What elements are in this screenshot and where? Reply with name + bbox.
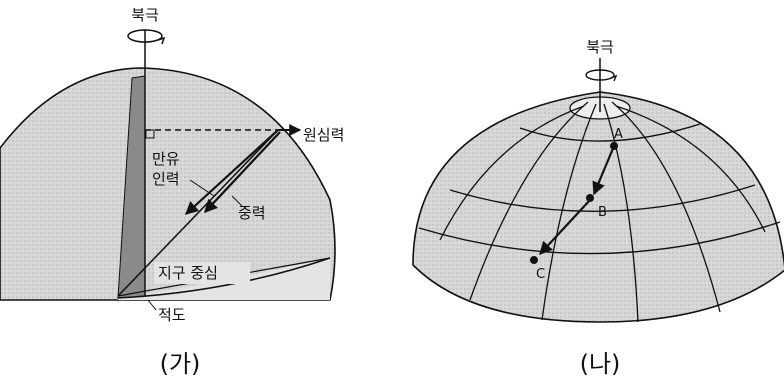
gravity-label-leader — [231, 195, 243, 207]
meridian-line-2 — [541, 103, 597, 321]
arrow-a-to-b — [592, 145, 616, 196]
earth-hemisphere — [412, 91, 784, 323]
right-north-pole-label: 북극 — [586, 38, 614, 56]
point-b-label: B — [598, 205, 607, 220]
right-caption: (나) — [580, 350, 621, 378]
earth-center-label-bg — [154, 262, 250, 284]
point-b-dot — [586, 194, 594, 202]
gravity-arrow — [204, 131, 281, 213]
centrifugal-force-label: 원심력 — [303, 126, 344, 144]
earth-sphere-section — [0, 67, 336, 301]
gravitation-label-line2: 인력 — [152, 170, 180, 188]
left-north-pole-label: 북극 — [131, 6, 159, 24]
gravitation-label-leader — [189, 179, 215, 197]
latitude-line-1 — [519, 123, 701, 142]
point-a-label: A — [614, 127, 623, 142]
latitude-line-2 — [449, 184, 756, 212]
meridian-line-4 — [611, 101, 721, 313]
left-caption: (가) — [160, 350, 201, 378]
meridian-line-5 — [439, 105, 585, 241]
right-figure: 북극 A B C (나) — [412, 38, 784, 378]
point-c-dot — [530, 256, 538, 264]
gravity-label: 중력 — [238, 204, 266, 222]
left-figure: 북극 원심력 만유 인력 중력 지구 중심 적도 (가) — [0, 6, 344, 378]
equator-plane — [118, 258, 330, 300]
earth-center-label: 지구 중심 — [158, 264, 218, 282]
equator-label: 적도 — [158, 306, 186, 324]
latitude-line-3 — [418, 221, 781, 255]
arrow-b-to-c — [539, 199, 591, 255]
meridian-line-6 — [615, 105, 766, 233]
rotation-arrow-icon — [585, 69, 618, 82]
meridian-line-3 — [603, 103, 639, 323]
point-a-dot — [610, 142, 618, 150]
gravitation-label-line1: 만유 — [152, 150, 180, 168]
gravitation-arrow — [185, 129, 279, 215]
rotation-arrow-icon — [127, 29, 166, 45]
right-angle-mark — [145, 129, 155, 139]
equator-label-leader — [147, 299, 157, 311]
equator-curve — [117, 257, 331, 299]
point-c-label: C — [536, 267, 545, 282]
meridian-line-1 — [469, 101, 589, 301]
